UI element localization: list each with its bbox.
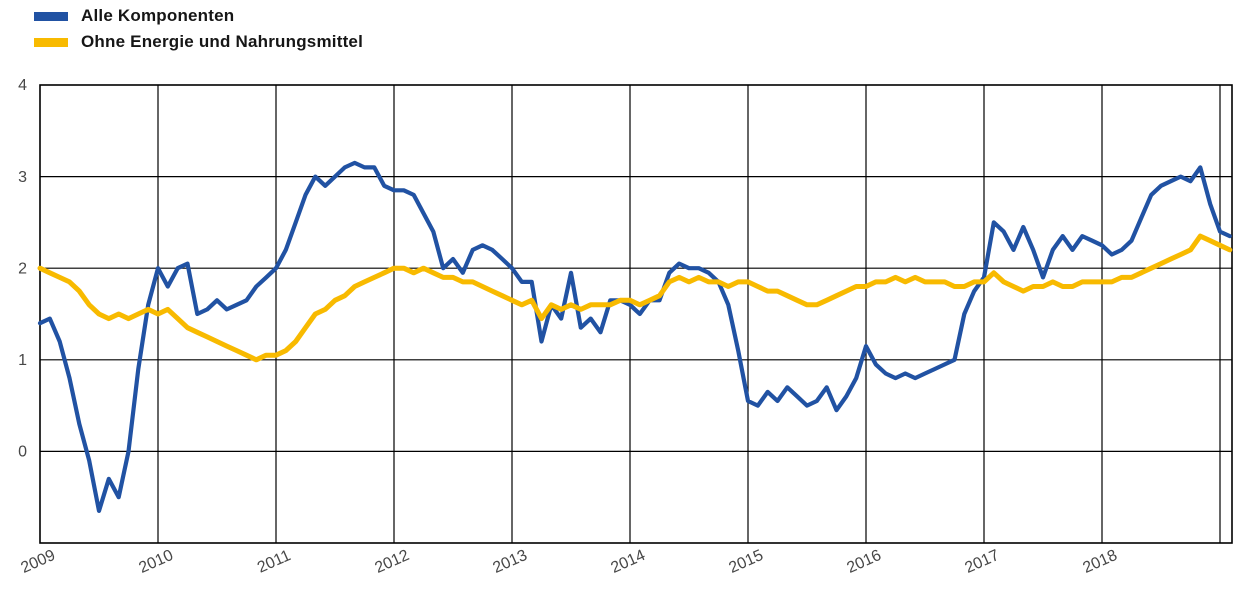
y-tick-label: 4	[18, 77, 27, 94]
chart-legend: Alle Komponenten Ohne Energie und Nahrun…	[34, 3, 363, 55]
series-line-alle-komponenten	[37, 160, 1232, 513]
x-tick-label: 2013	[490, 547, 530, 577]
y-tick-label: 1	[18, 352, 27, 369]
legend-item-core: Ohne Energie und Nahrungsmittel	[34, 29, 363, 55]
legend-label-core: Ohne Energie und Nahrungsmittel	[81, 32, 364, 51]
x-tick-label: 2009	[18, 547, 58, 577]
x-tick-label: 2018	[1080, 547, 1120, 577]
y-tick-label: 3	[18, 169, 27, 186]
legend-label-all-components: Alle Komponenten	[81, 6, 235, 25]
x-tick-label: 2016	[844, 547, 884, 577]
x-tick-label: 2017	[962, 547, 1002, 577]
x-tick-label: 2014	[608, 547, 648, 577]
x-tick-label: 2015	[726, 547, 766, 577]
x-tick-label: 2011	[255, 547, 293, 577]
x-tick-label: 2010	[136, 547, 176, 577]
x-tick-label: 2012	[372, 547, 412, 577]
legend-swatch-all-components	[34, 11, 68, 21]
y-tick-label: 0	[18, 444, 27, 461]
series-line-ohne-energie-und-nahrungsmittel	[37, 233, 1233, 363]
y-tick-label: 2	[18, 260, 27, 277]
plot-border	[39, 84, 1233, 544]
legend-item-all-components: Alle Komponenten	[34, 3, 363, 29]
legend-swatch-core	[34, 37, 68, 47]
